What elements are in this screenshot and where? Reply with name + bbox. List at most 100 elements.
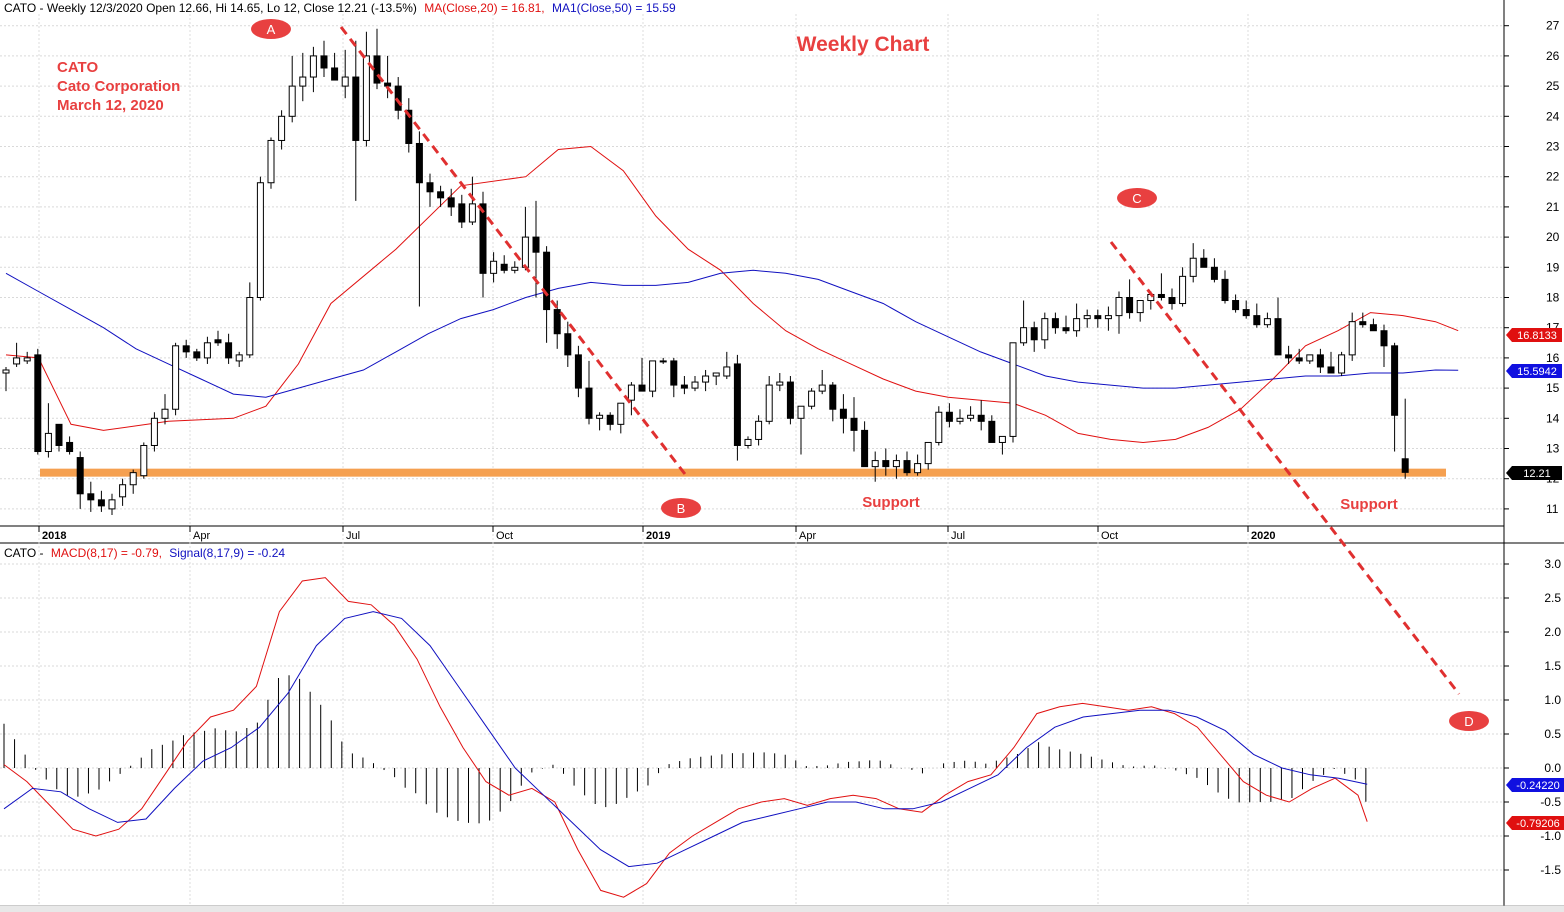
candle-body: [1189, 257, 1197, 277]
candle: [320, 40, 328, 78]
candle: [1104, 306, 1112, 331]
candle-body: [1115, 297, 1123, 317]
candle-body: [352, 76, 360, 141]
price-badge-label: 16.8133: [1517, 330, 1557, 342]
price-badge-label: 15.5942: [1517, 366, 1557, 378]
bottom-scrollbar[interactable]: [0, 906, 1564, 912]
ma20-line: [5, 145, 1459, 444]
candle-body: [1359, 321, 1367, 326]
company-ticker: CATO: [57, 59, 98, 76]
candle: [882, 448, 890, 476]
macd-y-tick-label: 3.0: [1544, 557, 1561, 571]
candle-body: [1104, 315, 1112, 320]
candle: [786, 376, 794, 425]
candle-body: [1316, 354, 1324, 368]
candle: [2, 366, 10, 392]
candle: [23, 351, 31, 364]
candle-body: [1369, 324, 1377, 332]
candle: [1391, 342, 1399, 452]
x-tick-label: 2019: [646, 530, 670, 542]
candle-body: [786, 381, 794, 419]
candle: [1189, 243, 1197, 283]
candlestick-series: [2, 28, 1409, 515]
candle-body: [55, 423, 63, 446]
candle-body: [627, 384, 635, 401]
candle: [1030, 321, 1038, 352]
candle-body: [1391, 345, 1399, 416]
candle-body: [182, 345, 190, 353]
candle-body: [1168, 297, 1176, 305]
candle-body: [670, 360, 678, 386]
candle-body: [659, 360, 667, 363]
candle-body: [797, 405, 805, 419]
candle: [1285, 345, 1293, 364]
candle-body: [532, 236, 540, 253]
y-tick-label: 21: [1546, 200, 1560, 214]
candle: [924, 441, 932, 470]
candle-body: [129, 472, 137, 486]
candle: [447, 188, 455, 216]
candle-body: [935, 411, 943, 443]
candle-body: [945, 411, 953, 422]
candle: [235, 351, 243, 367]
candle: [1094, 309, 1102, 328]
candle: [256, 176, 264, 301]
macd-y-tick-label: -1.0: [1540, 829, 1561, 843]
candle: [426, 173, 434, 207]
candle: [511, 261, 519, 274]
point-a-label: A: [267, 22, 276, 37]
candle: [670, 357, 678, 398]
candle-body: [299, 76, 307, 87]
candle: [1073, 303, 1081, 337]
candle: [341, 49, 349, 99]
candle-body: [246, 297, 254, 356]
candle-body: [193, 351, 201, 359]
x-tick-label: Jul: [346, 530, 360, 542]
candle-body: [1009, 342, 1017, 437]
point-a-marker: A: [251, 19, 291, 39]
candle-body: [1232, 300, 1240, 311]
candle-body: [977, 414, 985, 422]
candle-body: [617, 402, 625, 425]
candle: [1338, 351, 1346, 377]
candle: [649, 360, 657, 398]
candle: [553, 300, 561, 349]
candle-body: [808, 390, 816, 407]
candle-body: [1221, 278, 1229, 302]
macd-y-tick-label: 1.0: [1544, 693, 1561, 707]
candle-body: [373, 55, 381, 84]
candle-body: [362, 55, 370, 141]
candle: [755, 415, 763, 446]
price-badge: 12.21: [1506, 466, 1562, 480]
candle-body: [511, 266, 519, 271]
candle-body: [2, 369, 10, 374]
signal-line: [3, 611, 1368, 868]
candle-body: [150, 417, 158, 446]
candle-body: [384, 82, 392, 87]
candle: [1232, 294, 1240, 313]
candle: [119, 478, 127, 506]
candle: [861, 421, 869, 468]
candle: [935, 406, 943, 446]
x-tick-label: 2018: [42, 530, 66, 542]
macd-badge: -0.24220: [1506, 778, 1564, 792]
candle-body: [1338, 354, 1346, 374]
candle-body: [1242, 309, 1250, 317]
candle: [394, 77, 402, 120]
candle-body: [755, 420, 763, 440]
candle-body: [1030, 327, 1038, 341]
candle-body: [288, 85, 296, 117]
candle: [129, 469, 137, 494]
y-tick-label: 15: [1546, 381, 1560, 395]
candle: [405, 98, 413, 153]
candle-body: [1401, 458, 1409, 473]
candle: [892, 454, 900, 479]
ma50-line: [5, 269, 1459, 398]
candle-body: [839, 408, 847, 419]
candle-body: [468, 203, 476, 223]
x-axis: 2018 Apr Jul Oct 2019 Apr Jul Oct 2020: [38, 526, 1275, 542]
candle-body: [1210, 266, 1218, 280]
candle: [1401, 398, 1409, 479]
macd-panel-header: CATO - MACD(8,17) = -0.79, Signal(8,17,9…: [4, 546, 285, 560]
candle-body: [596, 414, 604, 419]
